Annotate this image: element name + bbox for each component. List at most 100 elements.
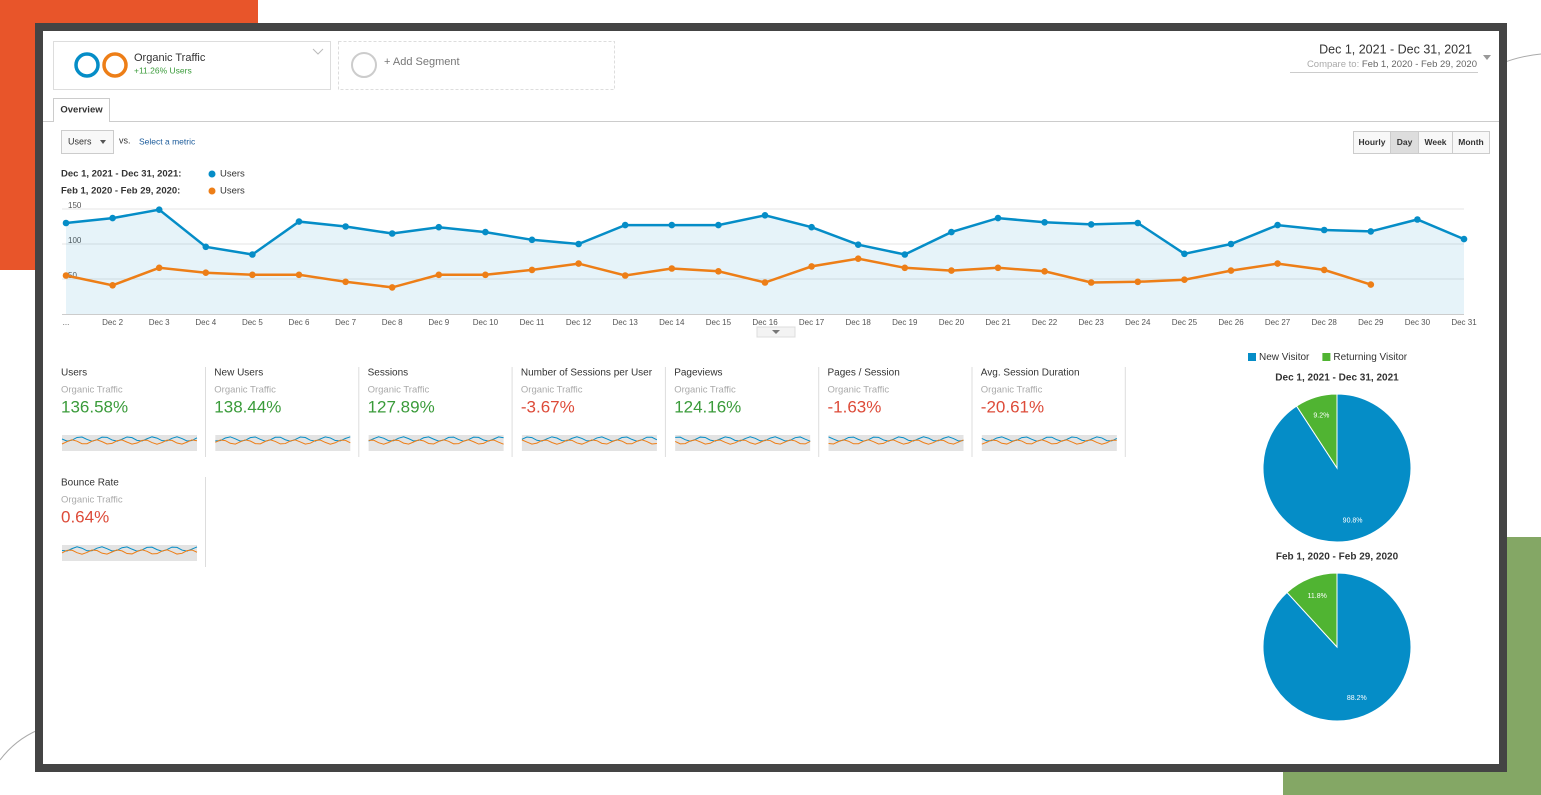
data-point — [109, 214, 116, 222]
data-point — [715, 221, 722, 229]
x-tick-label: Dec 3 — [149, 318, 170, 327]
data-point — [1134, 219, 1142, 227]
data-point — [901, 264, 909, 272]
legend-dot — [208, 170, 216, 178]
data-point — [1274, 260, 1281, 267]
data-point — [528, 266, 536, 274]
data-point — [388, 230, 396, 237]
data-point — [295, 271, 303, 279]
metric-name: Pages / Session — [828, 368, 900, 379]
x-tick-label: Dec 13 — [613, 318, 639, 327]
x-tick-label: Dec 30 — [1405, 318, 1431, 327]
data-point — [155, 206, 163, 213]
x-tick-label: Dec 4 — [195, 318, 216, 327]
metric-segment: Organic Traffic — [828, 385, 890, 396]
series-area — [66, 209, 1464, 314]
data-point — [1087, 221, 1095, 228]
data-point — [854, 241, 862, 248]
date-dropdown[interactable] — [1483, 55, 1491, 60]
pie-label: 90.8% — [1343, 517, 1363, 524]
y-tick-label: 150 — [68, 201, 82, 210]
sparkline — [521, 439, 657, 445]
sparkline — [215, 436, 351, 442]
chevron — [312, 48, 324, 55]
metric-change: -1.63% — [828, 397, 882, 416]
metric-segment: Organic Traffic — [368, 385, 430, 396]
data-point — [948, 267, 955, 274]
data-point — [1320, 266, 1328, 274]
data-point — [1227, 267, 1235, 274]
pie-slice — [1295, 393, 1338, 470]
segment-box[interactable] — [53, 41, 331, 90]
metric-name[interactable]: Users — [68, 136, 92, 146]
metric-change: 0.64% — [61, 507, 109, 526]
add-segment-box[interactable] — [338, 41, 615, 90]
granularity-label[interactable]: Day — [1397, 137, 1413, 147]
tab-label[interactable]: Overview — [60, 105, 103, 116]
legend-label: New Visitor — [1259, 352, 1310, 363]
add-segment[interactable]: + Add Segment — [384, 56, 460, 68]
data-point — [435, 271, 443, 279]
data-point — [435, 223, 443, 231]
add-segment-icon — [351, 52, 377, 78]
x-tick-label: Dec 16 — [752, 318, 778, 327]
metric-segment: Organic Traffic — [521, 385, 583, 396]
pie-label: 9.2% — [1313, 412, 1329, 419]
metric-change: -3.67% — [521, 397, 575, 416]
x-tick-label: Dec 29 — [1358, 318, 1384, 327]
data-point — [854, 255, 862, 262]
pie-title: Dec 1, 2021 - Dec 31, 2021 — [1275, 373, 1399, 384]
vs-label: vs. — [119, 135, 131, 145]
data-point — [1181, 250, 1188, 258]
sparkline-band — [675, 435, 811, 451]
sparkline — [674, 439, 811, 445]
data-point — [342, 223, 349, 230]
metric-name: Avg. Session Duration — [981, 368, 1080, 379]
granularity-label[interactable]: Month — [1458, 137, 1484, 147]
granularity-button[interactable] — [1452, 131, 1490, 154]
metric-change: -20.61% — [981, 397, 1044, 416]
data-point — [295, 218, 303, 225]
x-tick-label: Dec 27 — [1265, 318, 1291, 327]
x-tick-label: ... — [63, 318, 70, 327]
metric-dropdown[interactable] — [61, 130, 114, 154]
x-tick-label: Dec 10 — [473, 318, 499, 327]
data-point — [249, 251, 256, 258]
metric-change: 124.16% — [674, 397, 741, 416]
sparkline — [61, 549, 198, 555]
sparkline — [981, 436, 1118, 442]
metric-segment: Organic Traffic — [61, 495, 123, 506]
date-range[interactable]: Dec 1, 2021 - Dec 31, 2021 — [1319, 42, 1472, 56]
legend-period: Feb 1, 2020 - Feb 29, 2020: — [61, 186, 180, 197]
metric-change: 136.58% — [61, 397, 128, 416]
y-tick-label: 50 — [68, 271, 77, 280]
data-point — [808, 263, 815, 270]
data-point — [155, 264, 163, 272]
metric-segment: Organic Traffic — [61, 385, 123, 396]
data-point — [761, 279, 769, 286]
legend-period: Dec 1, 2021 - Dec 31, 2021: — [61, 169, 181, 180]
data-point — [808, 223, 815, 231]
data-point — [715, 268, 722, 275]
data-point — [575, 240, 582, 248]
metric-name: Users — [61, 368, 87, 379]
data-point — [1087, 279, 1095, 286]
metric-segment: Organic Traffic — [214, 385, 276, 396]
y-tick-label: 100 — [68, 236, 82, 245]
data-point — [901, 251, 909, 258]
pie-title: Feb 1, 2020 - Feb 29, 2020 — [1276, 552, 1399, 563]
x-tick-label: Dec 11 — [520, 318, 545, 327]
x-tick-label: Dec 18 — [846, 318, 872, 327]
pie-label: 88.2% — [1347, 695, 1367, 702]
x-tick-label: Dec 2 — [102, 318, 123, 327]
decor-curve — [0, 729, 39, 761]
select-metric[interactable]: Select a metric — [139, 136, 196, 146]
x-tick-label: Dec 22 — [1032, 318, 1058, 327]
granularity-label[interactable]: Week — [1424, 137, 1446, 147]
x-tick-label: Dec 25 — [1172, 318, 1198, 327]
data-point — [249, 271, 256, 279]
metric-name: New Users — [214, 368, 263, 379]
segment-name: Organic Traffic — [134, 52, 206, 64]
granularity-label[interactable]: Hourly — [1359, 137, 1386, 147]
